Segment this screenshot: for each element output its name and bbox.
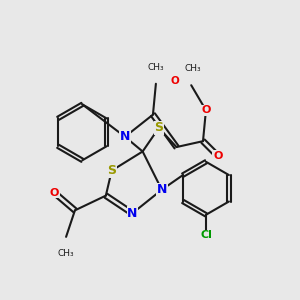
Text: S: S bbox=[107, 164, 116, 177]
Text: CH₃: CH₃ bbox=[148, 63, 164, 72]
Text: O: O bbox=[201, 105, 211, 115]
Text: N: N bbox=[120, 130, 130, 143]
Text: N: N bbox=[157, 183, 167, 196]
Text: N: N bbox=[127, 207, 137, 220]
Text: O: O bbox=[171, 76, 179, 86]
Text: CH₃: CH₃ bbox=[58, 249, 74, 258]
Text: S: S bbox=[154, 122, 163, 134]
Text: Cl: Cl bbox=[200, 230, 212, 240]
Text: O: O bbox=[50, 188, 59, 198]
Text: O: O bbox=[213, 151, 222, 161]
Text: CH₃: CH₃ bbox=[184, 64, 201, 74]
